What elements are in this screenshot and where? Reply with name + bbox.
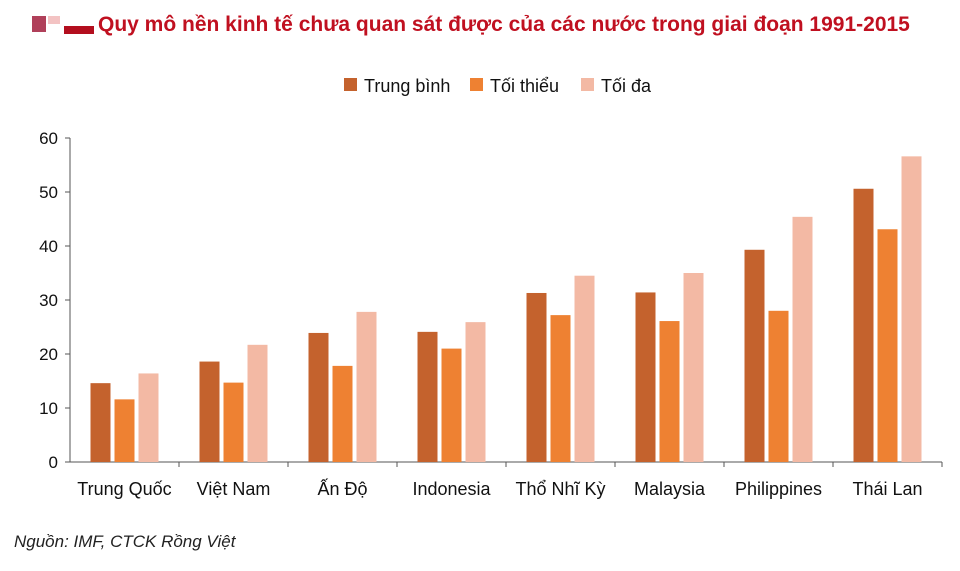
bar-toi-thieu	[223, 382, 244, 462]
y-tick-label: 10	[39, 399, 58, 418]
bar-toi-thieu	[550, 315, 571, 462]
bar-toi-thieu	[441, 348, 462, 462]
bar-trung-binh	[853, 188, 874, 462]
legend-label: Tối đa	[601, 76, 652, 96]
bar-trung-binh	[308, 332, 329, 462]
legend-swatch	[344, 78, 357, 91]
x-tick-label: Thổ Nhĩ Kỳ	[515, 479, 605, 499]
x-tick-label: Việt Nam	[197, 479, 271, 499]
bar-toi-thieu	[768, 310, 789, 462]
bar-toi-da	[792, 216, 813, 462]
bar-trung-binh	[417, 331, 438, 462]
bar-trung-binh	[526, 292, 547, 462]
bar-trung-binh	[199, 361, 220, 462]
x-tick-label: Ấn Độ	[317, 478, 367, 499]
y-tick-label: 0	[49, 453, 58, 472]
y-tick-label: 60	[39, 129, 58, 148]
bar-trung-binh	[90, 383, 111, 462]
x-tick-label: Trung Quốc	[77, 479, 171, 499]
y-tick-label: 30	[39, 291, 58, 310]
bar-toi-da	[901, 156, 922, 463]
bar-toi-da	[247, 344, 268, 462]
title-row: Quy mô nền kinh tế chưa quan sát được củ…	[30, 12, 910, 38]
x-tick-label: Thái Lan	[852, 479, 922, 499]
bar-trung-binh	[744, 249, 765, 462]
x-tick-label: Philippines	[735, 479, 822, 499]
legend-label: Trung bình	[364, 76, 450, 96]
bar-toi-da	[138, 373, 159, 462]
bar-trung-binh	[635, 292, 656, 462]
y-tick-label: 20	[39, 345, 58, 364]
bar-toi-thieu	[332, 365, 353, 462]
chart-title: Quy mô nền kinh tế chưa quan sát được củ…	[98, 13, 910, 36]
bar-toi-da	[356, 311, 377, 462]
bar-toi-da	[574, 275, 595, 462]
title-logo-icon	[30, 12, 94, 38]
legend-label: Tối thiểu	[490, 76, 559, 96]
y-tick-label: 50	[39, 183, 58, 202]
legend-swatch	[581, 78, 594, 91]
legend-swatch	[470, 78, 483, 91]
x-tick-label: Malaysia	[634, 479, 706, 499]
bar-toi-thieu	[659, 321, 680, 462]
bar-toi-da	[683, 273, 704, 462]
x-tick-label: Indonesia	[412, 479, 491, 499]
bar-toi-da	[465, 322, 486, 462]
bar-toi-thieu	[114, 399, 135, 462]
source-note: Nguồn: IMF, CTCK Rồng Việt	[14, 532, 236, 551]
bar-toi-thieu	[877, 229, 898, 462]
y-tick-label: 40	[39, 237, 58, 256]
